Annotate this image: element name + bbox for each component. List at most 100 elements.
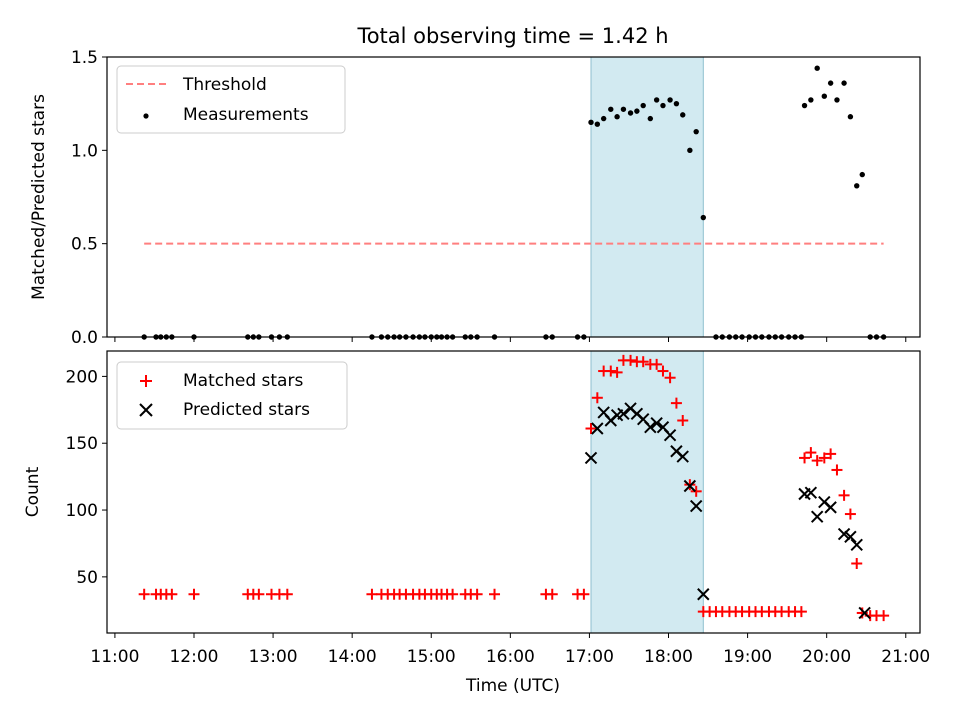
matched-star-point [856,607,868,619]
matched-star-point [605,365,617,377]
measurement-point [814,65,820,71]
measurement-point [847,114,854,120]
measurement-point [801,102,808,109]
matched-star-point [489,588,501,600]
predicted-star-point [689,499,703,513]
measurement-point [634,108,640,114]
measurements-legend-label: Measurements [183,105,309,125]
predicted-star-point [824,501,837,514]
matched-star-point [625,354,637,366]
x-tick-label: 17:00 [565,647,614,667]
predicted-star-point [844,530,857,543]
matched-star-point [677,414,689,426]
matched-star-point [664,372,676,384]
bottom-highlight-band [590,350,704,634]
bottom-y-axis-label: Count [23,466,43,517]
matched-star-point [799,452,811,464]
predicted-star-point [683,479,697,493]
measurement-point [667,97,673,103]
x-tick-label: 19:00 [723,647,772,667]
matched-star-point [188,588,200,600]
predicted-star-point [858,606,871,620]
matched-star-point [811,455,823,467]
x-tick-label: 18:00 [644,647,693,667]
matched-star-point [471,588,483,600]
matched-star-point [831,464,843,476]
chart-title: Total observing time = 1.42 h [356,24,668,48]
predicted-star-point [850,538,863,551]
measurement-point [693,128,699,135]
bottom-y-tick-label: 100 [66,501,98,521]
top-panel: 0.0 0.5 1.0 1.5 Matched/Predicted stars Thr… [29,48,921,348]
top-y-tick-label: 1.5 [71,48,98,68]
measurement-point [687,147,693,154]
measurement-point [588,119,594,126]
matched-legend-label: Matched stars [183,371,303,391]
top-y-tick-label: 1.0 [71,141,98,161]
predicted-legend-swatch [139,403,153,417]
bottom-y-tick-label: 50 [76,568,98,588]
measurement-point [700,214,707,221]
matched-star-point [690,485,702,497]
bottom-plot-frame [106,350,921,634]
matched-star-point [578,588,590,600]
measurement-point [827,80,834,86]
matched-star-point [795,606,807,618]
matched-star-point [585,423,597,435]
bottom-y-axis: 50 100 150 200 [66,367,107,588]
measurement-point [859,171,865,178]
measurement-point [620,106,627,112]
x-tick-label: 16:00 [486,647,535,667]
predicted-star-point [697,588,710,601]
predicted-star-point [584,451,598,465]
predicted-star-point [676,450,689,463]
bottom-x-axis: 11:00 12:00 13:00 14:00 15:00 16:00 17:00 18:00… [90,633,930,667]
matched-star-point [253,588,265,600]
measurement-point [680,112,686,118]
matched-star-point [825,448,837,460]
matched-star-point [657,365,669,377]
top-legend-box [116,65,346,134]
x-tick-label: 20:00 [802,647,851,667]
top-y-axis-label: Matched/Predicted stars [29,94,49,300]
predicted-star-point [663,428,677,442]
bottom-y-tick-label: 200 [66,367,98,387]
top-highlight-band [590,56,704,338]
matched-star-point [546,588,558,600]
top-y-tick-label: 0.5 [71,235,98,255]
bottom-panel: 50 100 150 200 11:00 12:00 13:00 14:00 15:00 16:… [23,350,930,696]
measurement-point [594,121,601,127]
measurement-point [821,93,828,99]
measurement-point [614,114,620,120]
predicted-stars-series [584,402,871,620]
x-tick-label: 21:00 [881,647,930,667]
matched-star-point [637,356,649,368]
measurement-point [627,110,634,116]
matched-stars-series [138,354,890,622]
matched-star-point [447,588,459,600]
predicted-star-point [810,510,824,523]
measurement-point [647,115,654,122]
predicted-star-point [837,527,851,541]
matched-star-point [138,588,150,600]
measurement-point [660,102,666,109]
top-legend: Threshold Measurements [116,65,346,134]
matched-star-point [878,610,890,622]
measurement-point [673,100,680,107]
measurement-point [653,97,660,103]
matched-star-point [166,588,178,600]
matched-star-point [611,366,623,378]
measurement-point [854,183,860,189]
x-tick-label: 14:00 [328,647,377,667]
bottom-legend: Matched stars Predicted stars [116,361,348,430]
top-y-axis: 0.0 0.5 1.0 1.5 [71,48,107,348]
bottom-legend-box [116,361,348,430]
measurement-point [841,80,847,86]
threshold-legend-label: Threshold [182,75,267,95]
measurements-legend-swatch [143,113,149,119]
matched-star-point [851,558,863,570]
matched-star-point [281,588,293,600]
measurement-point [834,97,840,103]
predicted-star-point [650,416,663,430]
top-plot-frame [106,56,921,338]
